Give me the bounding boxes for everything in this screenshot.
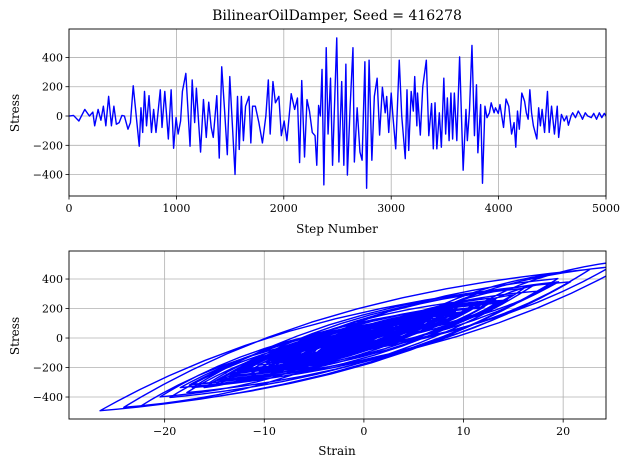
x-tick-label: 5000 [592, 202, 620, 215]
x-tick-label: 1000 [162, 202, 190, 215]
data-series-line [69, 37, 606, 189]
y-tick-label: 200 [42, 303, 63, 316]
axes-frame [68, 250, 607, 420]
y-axis-label-bottom: Stress [8, 317, 22, 355]
x-tick-label: 2000 [270, 202, 298, 215]
y-tick-label: 400 [42, 273, 63, 286]
x-tick-label: −20 [153, 425, 176, 438]
y-tick-label: −200 [33, 362, 63, 375]
data-series-line [99, 262, 606, 412]
y-tick-label: 400 [42, 51, 63, 64]
x-tick-label: 4000 [485, 202, 513, 215]
x-tick-label: 0 [360, 425, 367, 438]
chart-title: BilinearOilDamper, Seed = 416278 [212, 8, 462, 24]
y-tick-label: 0 [56, 332, 63, 345]
x-axis-label-top: Step Number [296, 222, 378, 236]
axes-frame [68, 28, 607, 197]
x-tick-label: 10 [457, 425, 471, 438]
x-tick-label: 3000 [377, 202, 405, 215]
y-axis-label-top: Stress [8, 94, 22, 132]
x-tick-label: 0 [66, 202, 73, 215]
y-tick-label: 0 [56, 110, 63, 123]
y-tick-label: −400 [33, 391, 63, 404]
y-tick-label: −400 [33, 169, 63, 182]
y-tick-label: 200 [42, 81, 63, 94]
x-tick-label: −10 [253, 425, 276, 438]
hysteresis-axes: −20 −10 0 10 20 −400 −200 0 200 400 [33, 250, 607, 438]
y-tick-label: −200 [33, 139, 63, 152]
stress-time-axes: 0 1000 2000 3000 4000 5000 −400 −200 0 200 400 [33, 28, 620, 215]
x-tick-label: 20 [556, 425, 570, 438]
x-axis-label-bottom: Strain [318, 444, 356, 458]
